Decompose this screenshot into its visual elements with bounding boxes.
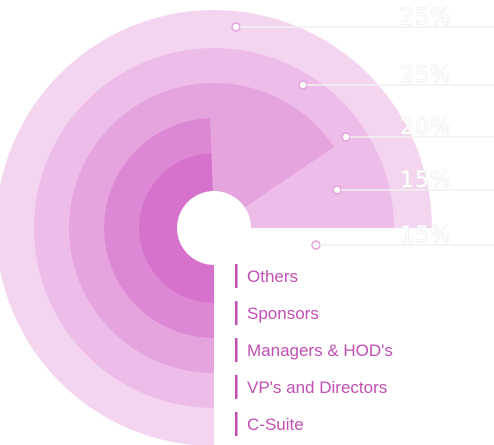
chart-arcs <box>0 10 432 445</box>
legend-marker <box>235 375 238 399</box>
value-label: 20% <box>400 115 452 140</box>
legend-item: C-Suite <box>247 415 304 434</box>
value-label: 15% <box>400 223 452 248</box>
ring-others <box>139 153 214 303</box>
legend-item: Managers & HOD's <box>247 341 393 360</box>
legend-item: Sponsors <box>247 304 319 323</box>
center-hole <box>177 191 251 265</box>
legend-marker <box>235 264 238 288</box>
value-labels: 25% 25% 20% 15% 15% <box>400 5 452 249</box>
value-label: 15% <box>400 168 452 193</box>
legend-item: Others <box>247 267 298 286</box>
leader-dot <box>341 132 351 142</box>
legend-marker <box>235 338 238 362</box>
legend-marker <box>235 412 238 436</box>
legend-marker <box>235 301 238 325</box>
value-label: 25% <box>400 63 452 88</box>
leader-dot <box>231 22 241 32</box>
legend-item: VP's and Directors <box>247 378 387 397</box>
legend: Others Sponsors Managers & HOD's VP's and D… <box>235 264 393 436</box>
leader-lines <box>231 22 494 250</box>
leader-dot <box>298 80 308 90</box>
leader-dot <box>332 185 342 195</box>
leader-dot <box>311 240 321 250</box>
value-label: 25% <box>400 5 452 30</box>
